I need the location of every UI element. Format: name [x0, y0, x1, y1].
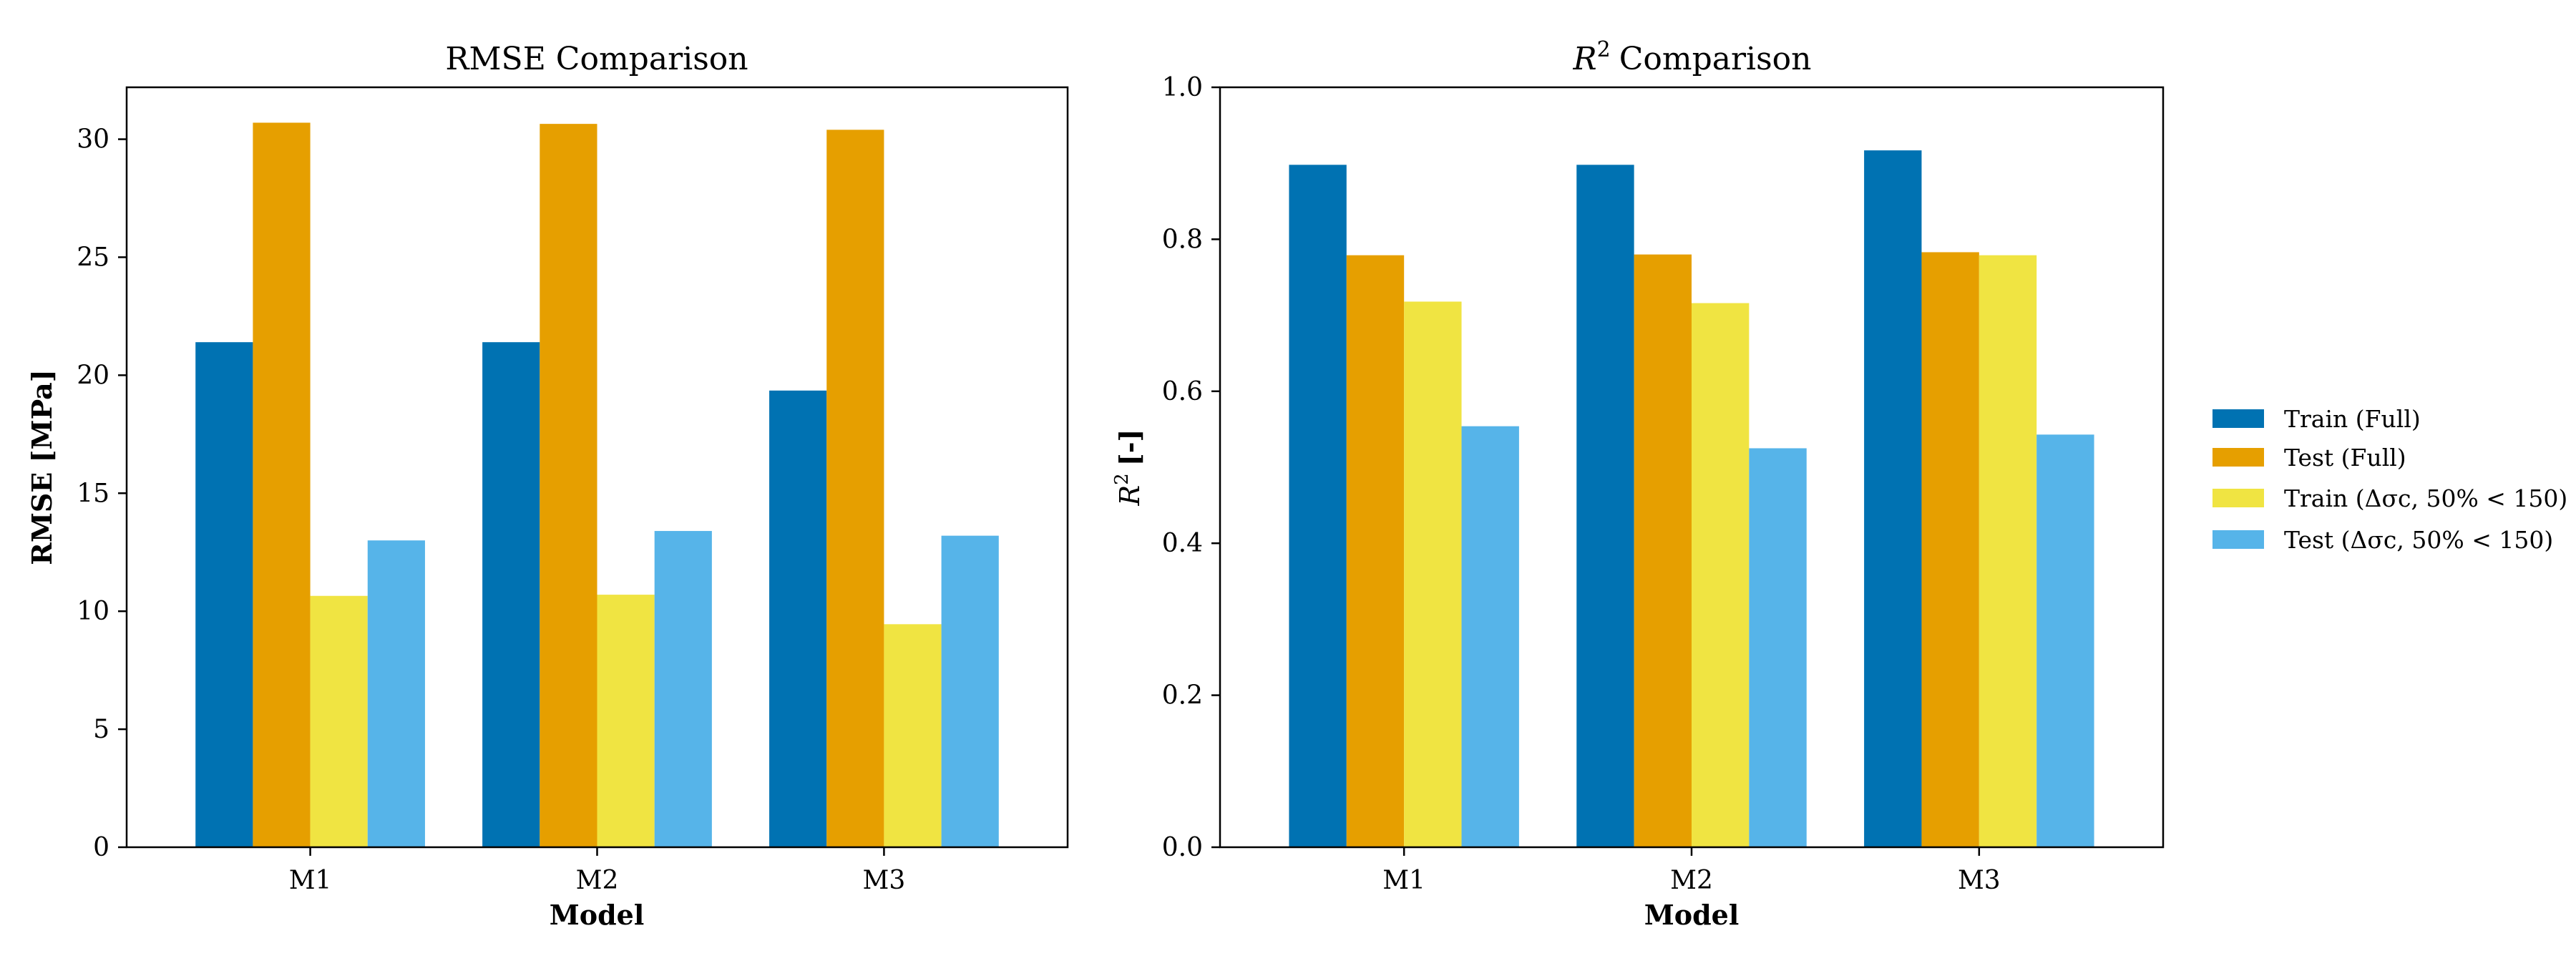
rmse-x-tick-label: M3	[863, 866, 906, 895]
rmse-chart: RMSE Comparison 0 5 10 15 20 25 30 M1 M2 M3 Mode…	[26, 41, 1069, 931]
r2-bar-test-full-m1	[1346, 255, 1405, 847]
legend: Train (Full) Test (Full) Train (Δσc, 50%…	[2212, 405, 2567, 554]
rmse-x-tick-label: M1	[289, 866, 332, 895]
r2-chart-title: R2 Comparison	[1572, 37, 1811, 77]
r2-x-tick-label: M1	[1382, 866, 1425, 895]
legend-swatch-test-full	[2212, 448, 2264, 467]
legend-label-train-full: Train (Full)	[2284, 405, 2421, 433]
rmse-bar-test-full-m1	[253, 122, 311, 847]
r2-y-tick-label: 0.4	[1162, 529, 1203, 558]
legend-item-test-subset: Test (Δσc, 50% < 150)	[2212, 526, 2553, 554]
legend-item-train-subset: Train (Δσc, 50% < 150)	[2212, 484, 2567, 512]
r2-chart: R2 Comparison 0.00.20.40.60.81.0 M1 M2 M3 M…	[1111, 37, 2165, 931]
r2-bar-test-c-50-150-m1	[1461, 426, 1519, 847]
r2-title-rest: Comparison	[1619, 41, 1812, 77]
rmse-bar-test-c-50-150-m2	[654, 531, 712, 847]
r2-ylabel-symbol: R	[1114, 485, 1146, 507]
legend-label-test-subset: Test (Δσc, 50% < 150)	[2284, 526, 2553, 554]
legend-label-test-full: Test (Full)	[2284, 444, 2406, 472]
r2-x-tick-label: M3	[1958, 866, 2001, 895]
rmse-bar-test-full-m3	[826, 130, 884, 847]
r2-y-tick-label: 0.0	[1162, 833, 1203, 862]
r2-y-tick-label: 0.6	[1162, 377, 1203, 406]
r2-y-tick-label: 0.2	[1162, 681, 1203, 711]
r2-y-axis-label: R2 [-]	[1111, 429, 1146, 507]
r2-bar-train-c-50-150-m3	[1979, 255, 2037, 847]
r2-bar-train-c-50-150-m2	[1692, 303, 1750, 847]
rmse-bar-train-c-50-150-m2	[597, 595, 655, 847]
rmse-y-ticks: 0 5 10 15 20 25 30	[77, 125, 127, 862]
rmse-bar-test-full-m2	[540, 124, 597, 848]
rmse-y-tick-label: 5	[93, 715, 109, 744]
rmse-y-axis-label: RMSE [MPa]	[26, 369, 58, 565]
r2-bar-test-full-m3	[1921, 252, 1979, 848]
r2-y-ticks: 0.0 0.2 0.4 0.6 0.8 1.0	[1162, 73, 1220, 862]
r2-y-tick-label: 0.8	[1162, 225, 1203, 254]
rmse-bar-train-full-m1	[195, 342, 253, 848]
r2-x-tick-label: M2	[1670, 866, 1713, 895]
r2-x-ticks: M1 M2 M3	[1382, 847, 2001, 895]
rmse-y-tick-label: 30	[77, 125, 109, 155]
rmse-bar-train-full-m2	[482, 342, 540, 848]
rmse-y-tick-label: 0	[93, 833, 109, 862]
r2-bar-train-full-m1	[1289, 165, 1347, 848]
legend-swatch-train-full	[2212, 409, 2264, 428]
rmse-y-tick-label: 15	[77, 479, 109, 508]
r2-bar-train-c-50-150-m1	[1404, 301, 1462, 847]
rmse-bar-train-c-50-150-m1	[310, 595, 368, 847]
r2-plot-frame	[1219, 86, 2165, 849]
legend-item-train-full: Train (Full)	[2212, 405, 2421, 433]
rmse-y-tick-label: 20	[77, 361, 109, 390]
r2-x-axis-label: Model	[1644, 899, 1740, 931]
rmse-bars	[195, 122, 999, 848]
legend-swatch-test-subset	[2212, 530, 2264, 549]
legend-swatch-train-subset	[2212, 489, 2264, 507]
r2-bar-train-full-m2	[1576, 165, 1634, 848]
r2-ylabel-rest: [-]	[1113, 429, 1146, 467]
r2-title-superscript: 2	[1597, 37, 1611, 62]
r2-bar-test-c-50-150-m2	[1749, 448, 1807, 847]
rmse-y-tick-label: 10	[77, 597, 109, 626]
r2-title-symbol: R	[1572, 41, 1596, 77]
rmse-bar-train-c-50-150-m3	[884, 624, 942, 847]
rmse-x-ticks: M1 M2 M3	[289, 847, 906, 895]
legend-label-train-subset: Train (Δσc, 50% < 150)	[2284, 484, 2567, 512]
rmse-bar-test-c-50-150-m1	[367, 540, 425, 847]
legend-item-test-full: Test (Full)	[2212, 444, 2406, 472]
r2-ylabel-superscript: 2	[1111, 473, 1133, 485]
rmse-bar-train-full-m3	[769, 390, 827, 847]
rmse-plot-frame	[125, 86, 1069, 849]
rmse-y-tick-label: 25	[77, 243, 109, 272]
rmse-x-axis-label: Model	[550, 899, 645, 931]
r2-bars	[1289, 150, 2094, 848]
rmse-chart-title: RMSE Comparison	[445, 41, 748, 77]
r2-bar-test-c-50-150-m3	[2036, 434, 2094, 847]
r2-bar-test-full-m2	[1634, 254, 1692, 847]
rmse-x-tick-label: M2	[576, 866, 619, 895]
r2-y-tick-label: 1.0	[1162, 73, 1203, 102]
r2-bar-train-full-m3	[1864, 150, 1922, 847]
rmse-bar-test-c-50-150-m3	[941, 535, 999, 847]
